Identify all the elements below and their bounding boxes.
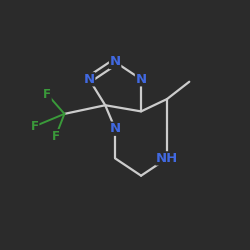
Text: N: N xyxy=(84,73,95,86)
Text: N: N xyxy=(136,73,147,86)
Text: NH: NH xyxy=(156,152,178,165)
Text: N: N xyxy=(110,122,121,135)
Text: F: F xyxy=(31,120,39,133)
Text: N: N xyxy=(110,56,121,68)
Text: F: F xyxy=(43,88,51,101)
Text: F: F xyxy=(52,130,60,142)
